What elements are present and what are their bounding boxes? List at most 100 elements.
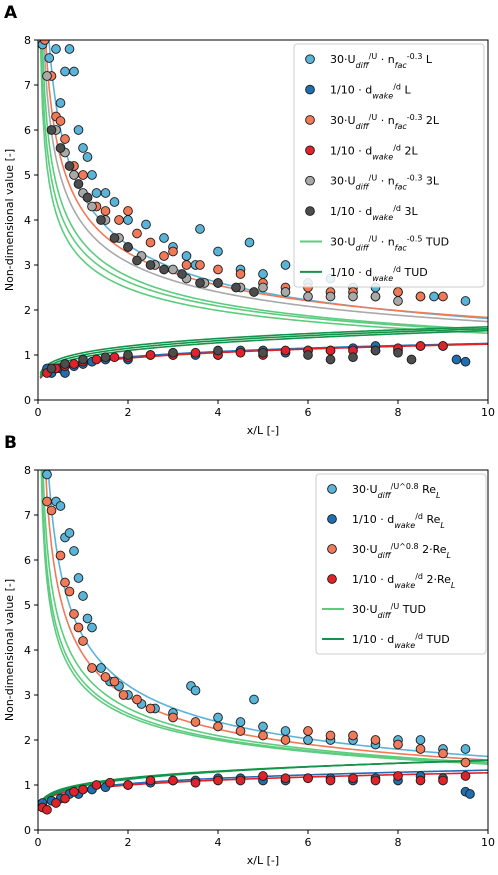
legend-box — [293, 43, 485, 288]
x-tick-label: 0 — [35, 836, 42, 849]
legend-superscript: -0.3 — [407, 52, 423, 61]
y-axis-label: Non-dimensional value [-] — [3, 149, 16, 291]
data-point — [244, 237, 255, 248]
data-point — [370, 735, 381, 745]
legend-text: 30·U — [330, 114, 356, 127]
data-point — [42, 804, 52, 815]
data-point — [109, 676, 120, 687]
data-point — [280, 287, 291, 297]
legend-text: n — [388, 235, 395, 248]
data-point — [100, 206, 111, 216]
data-point — [181, 251, 192, 261]
data-point — [438, 341, 448, 351]
data-point — [78, 591, 88, 601]
data-point — [190, 717, 201, 727]
x-axis-label: x/L [-] — [247, 854, 279, 867]
legend-text: d — [365, 266, 372, 279]
legend-subscript: wake — [394, 641, 415, 650]
data-point — [109, 233, 120, 243]
y-tick-label: 6 — [24, 124, 31, 137]
data-point — [168, 246, 178, 257]
x-tick-label: 8 — [395, 836, 402, 849]
y-tick-label: 5 — [24, 599, 31, 612]
data-point — [325, 775, 336, 786]
data-point — [78, 784, 88, 795]
legend-text: Re — [426, 513, 440, 526]
data-point — [460, 744, 471, 754]
data-point — [370, 775, 381, 786]
data-point — [55, 98, 66, 108]
fit-curve — [43, 40, 488, 323]
legend-text: TUD — [402, 603, 426, 616]
legend-text: 30·U — [352, 543, 378, 556]
x-tick-label: 2 — [125, 406, 132, 419]
y-tick-label: 2 — [24, 304, 31, 317]
data-point — [87, 622, 97, 633]
data-point — [213, 775, 223, 786]
data-point — [55, 550, 66, 561]
data-point — [60, 577, 70, 588]
data-point — [78, 636, 88, 646]
data-point — [60, 793, 70, 804]
data-point — [123, 215, 133, 225]
legend-subscript: fac — [395, 243, 408, 252]
data-point — [303, 726, 313, 736]
legend-text: 30·U — [330, 235, 356, 248]
y-tick-label: 4 — [24, 644, 31, 657]
x-tick-label: 2 — [125, 836, 132, 849]
legend-text: · — [358, 205, 362, 218]
data-point — [190, 777, 201, 788]
legend-subscript: L — [447, 551, 451, 560]
data-point — [429, 291, 439, 302]
data-point — [46, 125, 57, 135]
plot-area — [38, 470, 488, 815]
legend-superscript: /U^0.8 — [391, 482, 419, 491]
fit-curve — [40, 470, 488, 765]
legend-marker — [327, 574, 337, 584]
data-point — [78, 170, 88, 180]
data-point — [100, 672, 111, 682]
data-point — [451, 354, 462, 365]
data-point — [249, 287, 259, 297]
data-point — [303, 350, 313, 360]
legend-marker — [305, 145, 315, 156]
data-point — [438, 748, 448, 759]
fit-curve — [39, 329, 488, 378]
data-point — [325, 291, 336, 302]
data-point — [325, 345, 336, 356]
legend-label: 1/10 · dwake/d ReL — [352, 512, 445, 530]
legend-subscript: diff — [356, 182, 370, 191]
data-point — [42, 71, 52, 81]
data-point — [39, 40, 50, 45]
data-point — [393, 347, 403, 358]
data-point — [91, 780, 102, 790]
data-point — [69, 546, 79, 556]
legend-marker — [327, 484, 337, 494]
legend-text: d — [365, 84, 372, 97]
legend-superscript: /U — [369, 173, 378, 182]
legend-text: 1/10 — [352, 513, 377, 526]
data-point — [87, 663, 97, 673]
data-point — [123, 206, 133, 216]
y-tick-label: 7 — [24, 79, 31, 92]
data-point — [69, 786, 79, 797]
data-point — [145, 703, 156, 714]
data-point — [132, 228, 142, 239]
data-point — [69, 66, 79, 77]
fit-curve — [41, 40, 488, 331]
data-point — [460, 296, 471, 306]
legend-label: 30·Udiff/U · nfac-0.3 3L — [330, 173, 440, 191]
data-point — [393, 771, 403, 781]
data-point — [145, 237, 156, 248]
legend: 30·Udiff/U · nfac-0.3 L1/10 · dwake/d L3… — [293, 43, 485, 288]
x-tick-label: 4 — [215, 836, 222, 849]
legend-superscript: /U — [391, 602, 400, 611]
data-point — [393, 296, 403, 306]
legend-text: d — [365, 205, 372, 218]
data-point — [195, 278, 205, 288]
legend-label: 1/10 · dwake/d TUD — [330, 264, 428, 282]
legend-text: 1/10 — [352, 573, 377, 586]
data-point — [114, 215, 124, 225]
legend-text: L — [426, 53, 433, 66]
data-point — [60, 359, 70, 369]
